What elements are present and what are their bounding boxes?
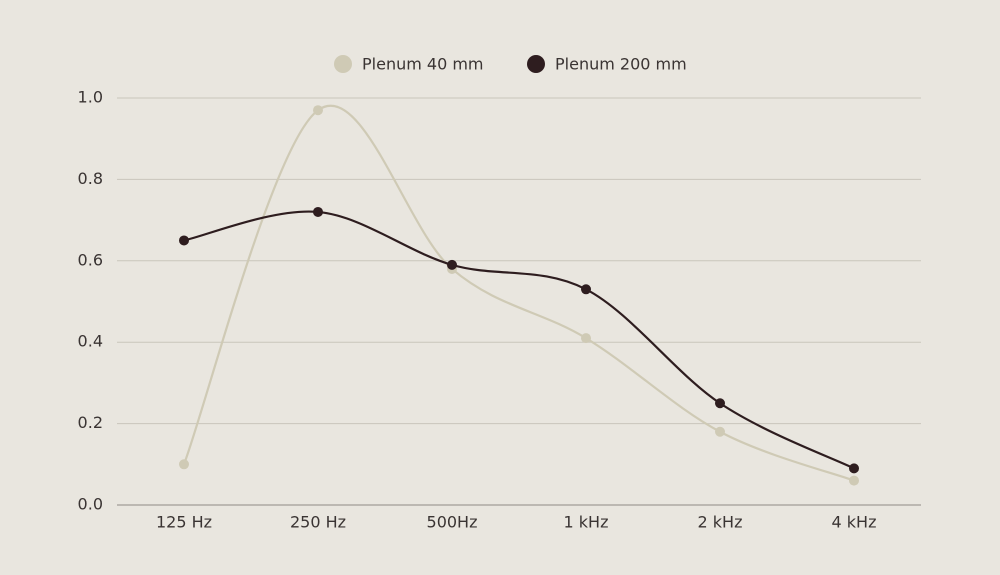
- data-point: [581, 284, 591, 295]
- legend-label: Plenum 40 mm: [362, 55, 484, 74]
- data-point: [715, 426, 725, 437]
- x-tick-label: 250 Hz: [290, 513, 346, 532]
- y-tick-label: 0.8: [78, 169, 103, 188]
- series-line: [183, 210, 855, 470]
- y-tick-label: 1.0: [78, 88, 103, 107]
- x-tick-label: 1 kHz: [564, 513, 609, 532]
- y-tick-label: 0.6: [78, 250, 103, 269]
- data-point: [849, 475, 859, 486]
- data-point: [179, 235, 189, 246]
- x-tick-label: 125 Hz: [156, 513, 212, 532]
- y-tick-label: 0.2: [78, 413, 103, 432]
- data-point: [313, 105, 323, 116]
- data-point: [313, 206, 323, 217]
- y-tick-label: 0.0: [78, 495, 103, 514]
- y-tick-label: 0.4: [78, 332, 103, 351]
- x-tick-label: 4 kHz: [832, 513, 877, 532]
- legend-marker: [334, 55, 352, 73]
- data-point: [849, 463, 859, 474]
- data-point: [447, 259, 457, 270]
- x-tick-label: 500Hz: [427, 513, 478, 532]
- x-tick-label: 2 kHz: [698, 513, 743, 532]
- data-point: [179, 459, 189, 470]
- data-point: [715, 398, 725, 409]
- data-point: [581, 333, 591, 344]
- legend-marker: [527, 55, 545, 73]
- legend-label: Plenum 200 mm: [555, 55, 687, 74]
